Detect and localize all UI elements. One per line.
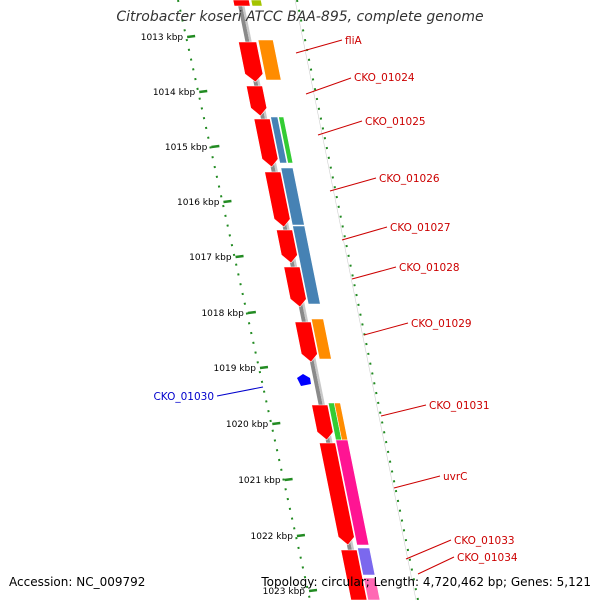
gene-label-leader	[341, 226, 388, 241]
gene-label: CKO_01025	[365, 116, 426, 128]
outer-ruler	[296, 0, 419, 600]
gene-label: CKO_01026	[379, 173, 440, 185]
kbp-tick-label: 1014 kbp	[153, 88, 196, 98]
cds-fliA	[238, 41, 264, 83]
cds-uvrC	[318, 442, 355, 546]
kbp-tick-label: 1020 kbp	[226, 420, 269, 430]
cds-CKO-01030	[297, 374, 311, 386]
gene-label-leader	[405, 539, 452, 560]
gene-label-leader	[329, 177, 377, 192]
gene-label-leader	[216, 386, 264, 397]
gene-label: CKO_01034	[457, 552, 518, 564]
feature-CKO-01027-blue	[292, 225, 321, 305]
gene-label-leader	[295, 39, 343, 54]
gene-label: CKO_01028	[399, 262, 460, 274]
feature-uvrC-pink	[335, 439, 370, 546]
gene-label: fliA	[345, 35, 363, 47]
cds-CKO-01033	[340, 549, 368, 600]
feature-fliA-orange	[257, 39, 282, 81]
gene-label-leader	[393, 475, 441, 489]
kbp-tick	[247, 310, 257, 315]
kbp-tick-label: 1018 kbp	[201, 309, 244, 319]
slot-line	[294, 0, 417, 600]
kbp-tick	[186, 34, 196, 39]
kbp-tick	[272, 421, 281, 426]
gene-label: CKO_01024	[354, 72, 415, 84]
gene-label-leader	[317, 120, 363, 136]
gene-label-leader	[380, 404, 427, 417]
kbp-tick-label: 1023 kbp	[263, 587, 306, 597]
kbp-tick-label: 1017 kbp	[189, 253, 232, 263]
kbp-tick-label: 1013 kbp	[141, 33, 184, 43]
gene-label-leader	[351, 266, 397, 280]
kbp-tick-label: 1021 kbp	[238, 476, 281, 486]
kbp-tick-label: 1019 kbp	[214, 364, 257, 374]
kbp-tick	[235, 254, 244, 259]
cds-CKO-01031	[311, 404, 334, 441]
gene-label: CKO_01029	[411, 318, 472, 330]
gene-label-leader	[305, 77, 352, 95]
map-title: Citrobacter koseri ATCC BAA-895, complet…	[116, 9, 484, 25]
gene-label: CKO_01030	[153, 391, 214, 403]
kbp-tick	[223, 199, 232, 204]
gene-label: CKO_01031	[429, 400, 490, 412]
cds-CKO-01026	[264, 171, 291, 228]
feature-CKO-01034-pink	[363, 577, 381, 600]
kbp-tick	[199, 89, 208, 94]
feature-CKO-01025-blue	[270, 116, 288, 164]
kbp-tick	[296, 533, 306, 538]
cds-fliA-top	[232, 0, 251, 7]
cds-CKO-01029	[294, 321, 318, 363]
kbp-tick-label: 1016 kbp	[177, 198, 220, 208]
kbp-tick	[284, 477, 293, 482]
gene-label-leader	[363, 322, 409, 336]
cds-CKO-01024	[245, 85, 268, 117]
kbp-tick	[308, 588, 318, 593]
gene-label-leader	[417, 556, 455, 575]
feature-fliA-top	[250, 0, 263, 7]
cds-CKO-01028	[283, 266, 307, 308]
feature-CKO-01026-blue	[280, 167, 305, 226]
feature-CKO-01033-purple	[357, 547, 376, 576]
kbp-tick-label: 1015 kbp	[165, 143, 208, 153]
kbp-tick	[259, 365, 269, 370]
accession-text: Accession: NC_009792	[9, 575, 146, 589]
cds-CKO-01027	[276, 229, 298, 264]
kbp-tick-label: 1022 kbp	[251, 532, 294, 542]
gene-label: CKO_01027	[390, 222, 451, 234]
kbp-tick	[211, 144, 220, 149]
feature-CKO-01025-green	[278, 116, 294, 164]
cds-CKO-01025	[253, 118, 279, 168]
gene-label: uvrC	[443, 471, 468, 483]
gene-label: CKO_01033	[454, 535, 515, 547]
kbp-ruler	[177, 0, 311, 600]
genome-summary-text: Topology: circular; Length: 4,720,462 bp…	[261, 575, 591, 589]
feature-CKO-01029-orange	[310, 318, 332, 360]
